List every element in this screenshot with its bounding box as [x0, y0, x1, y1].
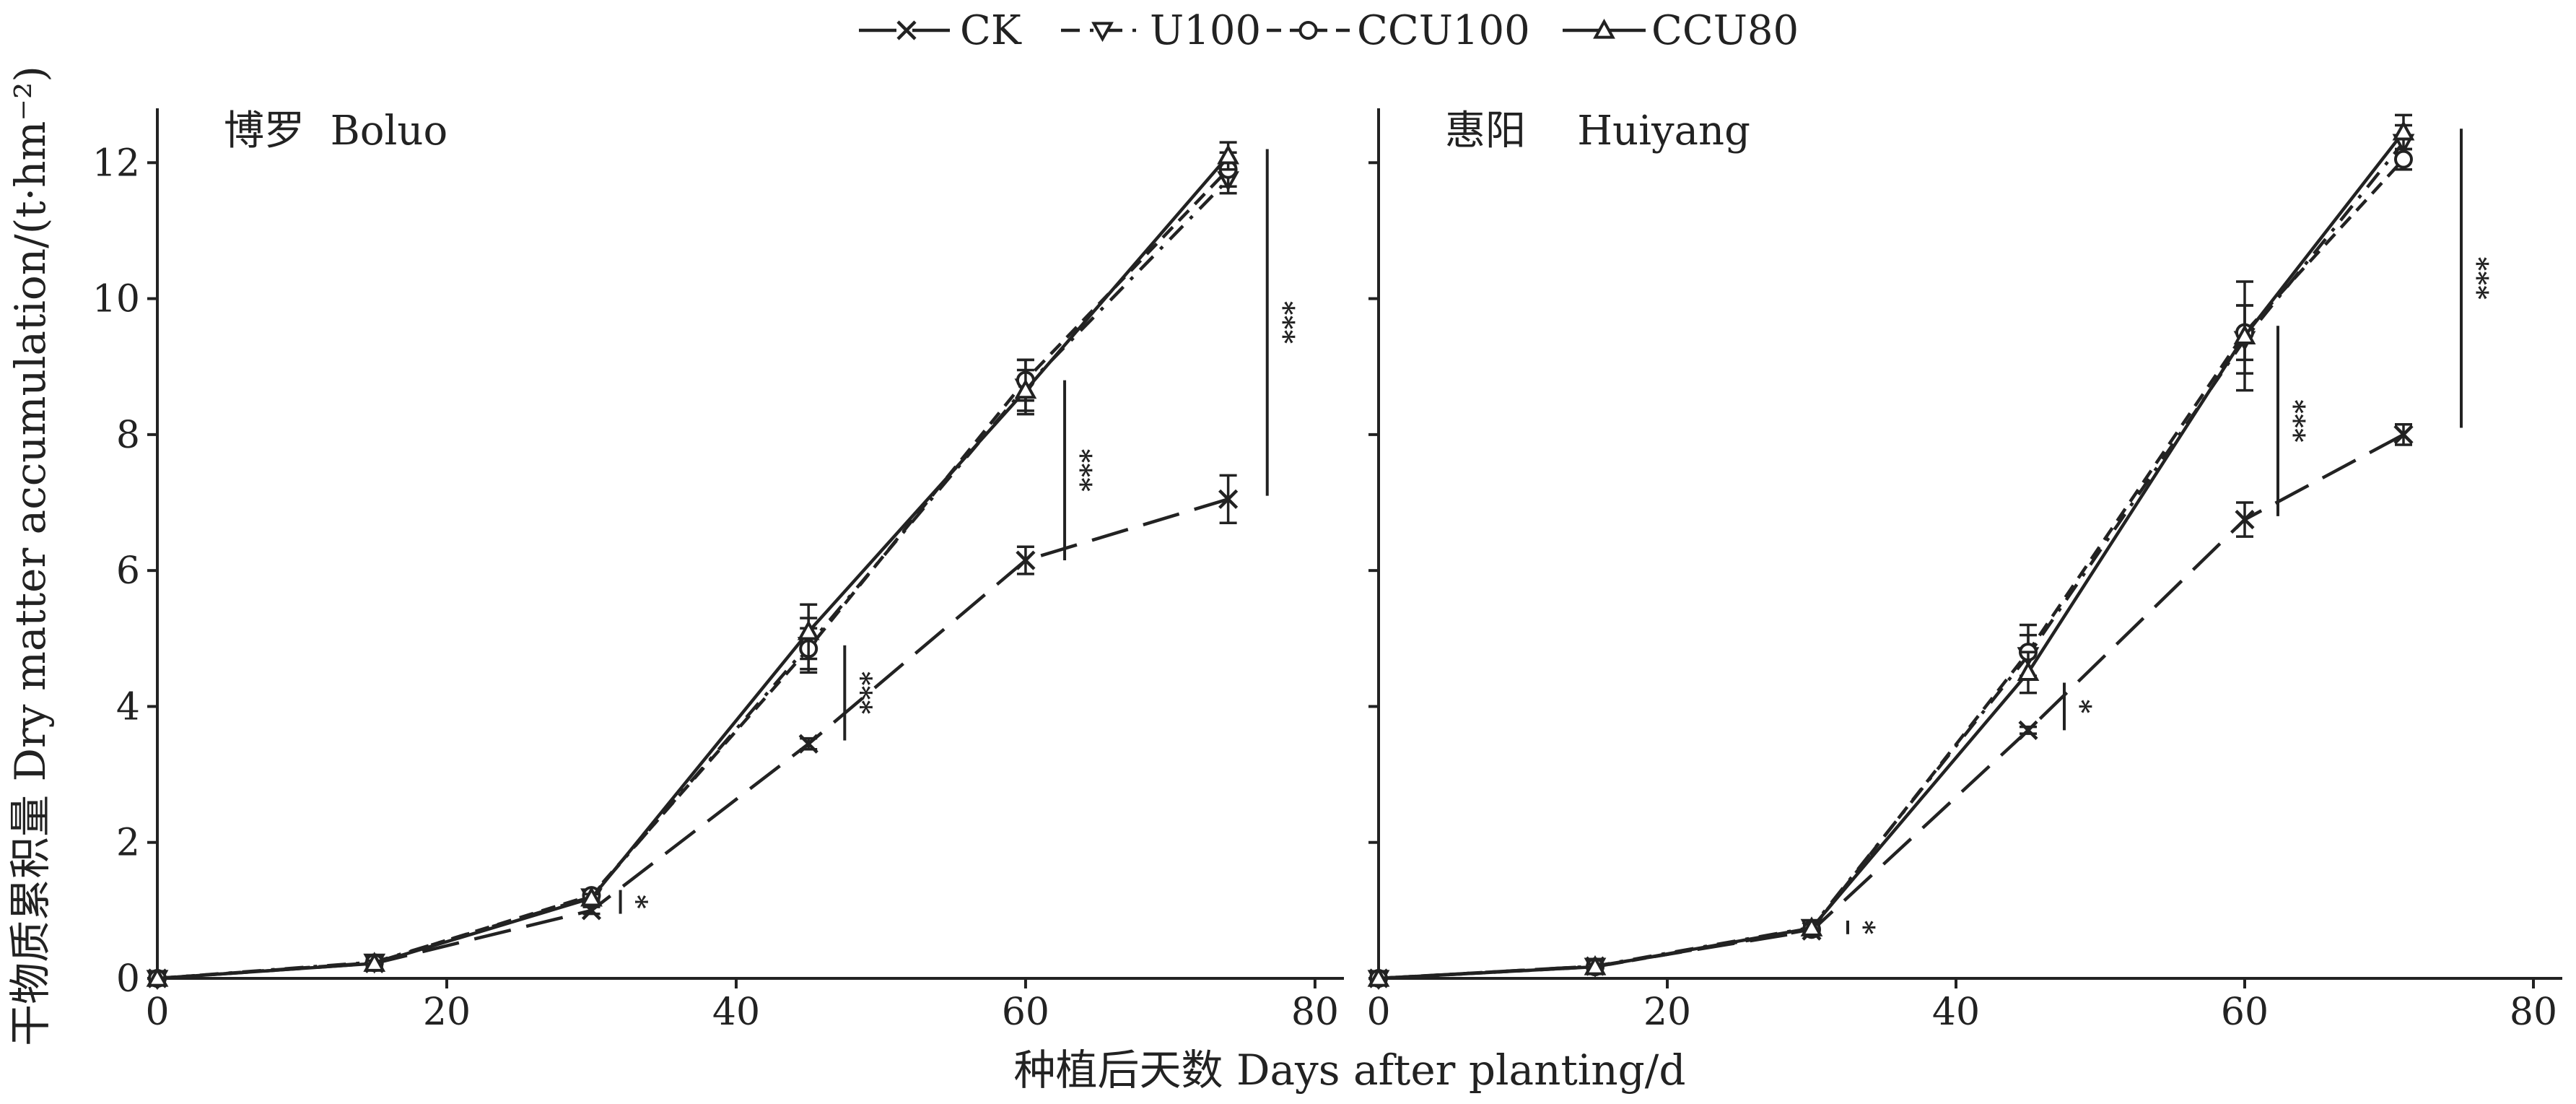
data-point-ccu80: [1800, 916, 1823, 936]
legend-marker-ck: [896, 20, 917, 40]
x-tick-label: 40: [712, 991, 760, 1034]
legend: CK U100 CCU100 CCU80: [859, 7, 1799, 54]
significance-label: ***: [845, 671, 878, 715]
data-point-ccu80: [2233, 324, 2256, 344]
legend-label-ck: CK: [960, 7, 1022, 54]
data-point-ck: [2235, 509, 2255, 530]
data-point-ck: [1218, 489, 1239, 509]
x-tick-label: 40: [1932, 991, 1980, 1034]
data-point-ccu80: [797, 620, 820, 640]
data-point-ccu80: [1014, 378, 1037, 399]
legend-marker-ccu100: [1298, 21, 1318, 40]
legend-label-u100: U100: [1150, 7, 1261, 54]
data-point-ck: [798, 734, 818, 754]
significance-label: ***: [1268, 301, 1301, 344]
series-line-ccu80: [1378, 131, 2405, 981]
x-tick-label: 20: [1643, 991, 1691, 1034]
series-ccu80: [1367, 113, 2415, 987]
y-tick-label: 8: [116, 414, 140, 457]
y-tick-label: 4: [116, 685, 140, 729]
x-tick-label: 80: [2510, 991, 2557, 1034]
data-point-ccu80: [1217, 144, 1240, 165]
data-point-ck: [1016, 550, 1036, 570]
data-point-ccu80: [2392, 120, 2415, 141]
data-point-ccu100: [2394, 149, 2413, 169]
data-point-ck: [2393, 425, 2414, 445]
legend-marker-ccu80: [1593, 18, 1615, 39]
y-axis-title: 干物质累积量 Dry matter accumulation/(t·hm⁻²): [6, 66, 55, 1046]
legend-item-ccu80: CCU80: [1563, 7, 1799, 54]
data-point-ccu80: [1367, 966, 1390, 987]
data-point-ccu80: [580, 886, 603, 907]
significance-label: ***: [2462, 257, 2494, 300]
series-ccu80: [146, 141, 1240, 987]
data-point-ccu80: [146, 966, 169, 987]
data-point-ck: [2018, 720, 2038, 740]
significance-label: *: [2065, 700, 2097, 714]
x-tick-label: 0: [1366, 991, 1390, 1034]
y-tick-label: 12: [92, 142, 140, 185]
legend-label-ccu80: CCU80: [1651, 7, 1799, 54]
significance-label: *: [1848, 920, 1881, 934]
series-line-ccu80: [157, 155, 1230, 981]
panel-title: 惠阳 Huiyang: [1445, 108, 1750, 155]
y-tick-label: 2: [116, 822, 140, 865]
data-point-ccu80: [2017, 661, 2040, 681]
legend-marker-u100: [1091, 22, 1114, 43]
x-tick-label: 80: [1291, 991, 1339, 1034]
x-axis-title: 种植后天数 Days after planting/d: [1014, 1046, 1686, 1095]
legend-item-ck: CK: [859, 7, 1022, 54]
x-tick-label: 20: [423, 991, 471, 1034]
x-tick-label: 60: [2221, 991, 2269, 1034]
y-tick-label: 0: [116, 957, 140, 1001]
legend-item-ccu100: CCU100: [1267, 7, 1530, 54]
series-line-ccu100: [157, 168, 1230, 981]
significance-label: *: [621, 895, 654, 909]
legend-item-u100: U100: [1061, 7, 1261, 54]
y-tick-label: 10: [92, 278, 140, 321]
data-point-ccu80: [363, 952, 386, 972]
x-tick-label: 60: [1002, 991, 1049, 1034]
panel-title: 博罗 Boluo: [224, 108, 447, 155]
x-tick-label: 0: [145, 991, 169, 1034]
y-tick-label: 6: [116, 549, 140, 593]
data-point-ccu80: [1584, 955, 1607, 975]
legend-label-ccu100: CCU100: [1357, 7, 1530, 54]
significance-label: ***: [2279, 399, 2311, 443]
significance-label: ***: [1065, 448, 1098, 492]
